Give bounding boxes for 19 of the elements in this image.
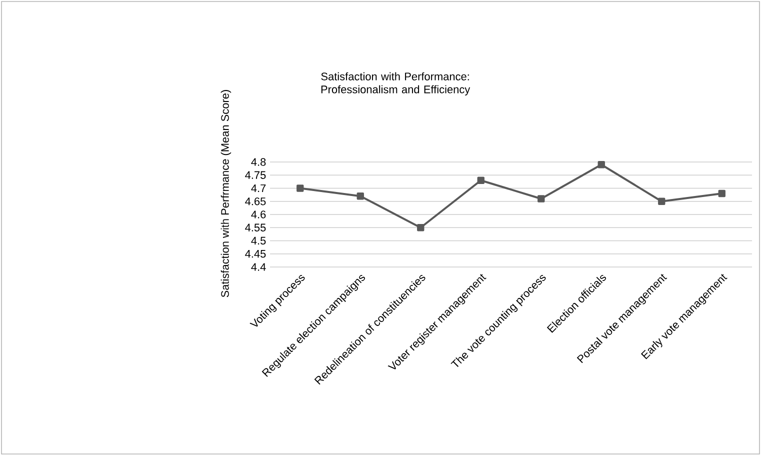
y-axis-title: Satisfaction with Perfrmance (Mean Score) xyxy=(220,90,232,298)
point xyxy=(598,161,605,168)
point xyxy=(477,176,484,184)
y-tick-label: 4.5 xyxy=(251,236,266,245)
y-tick-label: 4.8 xyxy=(251,158,266,166)
y-tick-label: 4.45 xyxy=(245,250,266,258)
point xyxy=(658,198,666,205)
y-tick-label: 4.4 xyxy=(251,263,266,271)
point xyxy=(356,192,364,200)
point xyxy=(417,224,424,232)
y-tick-label: 4.7 xyxy=(251,184,266,192)
y-tick-label: 4.6 xyxy=(251,210,266,218)
y-tick-label: 4.65 xyxy=(245,197,266,206)
point xyxy=(538,195,545,202)
chart-title: Satisfaction with Performance: Professionalism and Efficiency xyxy=(321,72,470,96)
point xyxy=(296,184,304,192)
point xyxy=(718,190,726,198)
y-tick-label: 4.75 xyxy=(245,171,266,179)
y-tick-label: 4.55 xyxy=(245,224,266,232)
